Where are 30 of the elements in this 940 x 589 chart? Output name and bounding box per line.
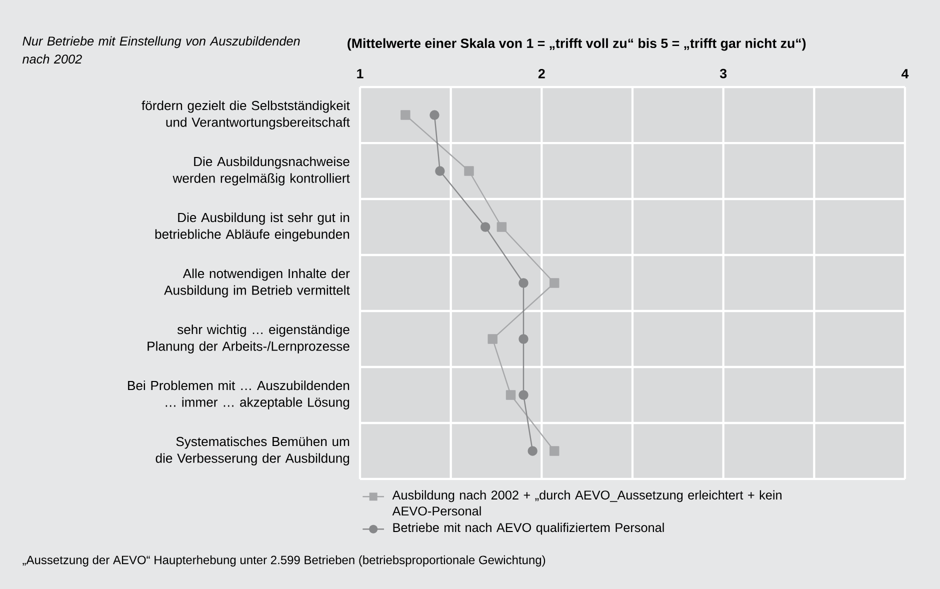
y-tick-label: Bei Problemen mit … Auszubildenden … immer … akzeptable Lösung <box>128 380 350 410</box>
point <box>488 334 498 344</box>
point <box>400 110 410 120</box>
y-tick-label: sehr wichtig … eigenständige Planung der Arbeits-/Lernprozesse <box>148 324 350 354</box>
text: Nur Betriebe mit Einstellung von Auszubildenden nach 2002 <box>22 36 300 64</box>
y-tick-label: Systematisches Bemühen um die Verbesserung der Ausbildung <box>156 436 350 466</box>
y-tick-label: Alle notwendigen Inhalte der Ausbildung im Betrieb vermittelt <box>164 268 350 298</box>
point <box>518 334 528 344</box>
point <box>496 222 507 232</box>
chart-title: (Mittelwerte einer Skala von 1 = „trifft voll zu“ bis 5 = „trifft gar nicht zu“) <box>348 38 806 51</box>
x-tick-label: 3 <box>720 68 727 78</box>
x-tick-label: 4 <box>901 69 909 78</box>
legend-label: Betriebe mit nach AEVO qualifiziertem Personal <box>393 522 664 535</box>
point <box>464 166 474 176</box>
point <box>480 222 490 232</box>
y-tick-label: fördern gezielt die Selbstständigkeit und Verantwortungsbereitschaft <box>142 100 350 130</box>
point <box>430 110 440 120</box>
point <box>550 446 560 456</box>
legend-label: Ausbildung nach 2002 + „durch AEVO_Aussetzung erleichtert + kein AEVO-Personal <box>392 490 782 516</box>
point <box>550 278 560 288</box>
y-tick-label: Die Ausbildung ist sehr gut in betriebliche Abläufe eingebunden <box>155 212 350 242</box>
point <box>518 390 528 400</box>
x-tick-label: 1 <box>357 69 364 78</box>
y-tick-label: Die Ausbildungsnachweise werden regelmäßig kontrolliert <box>172 156 350 186</box>
point <box>506 390 516 400</box>
text: „Aussetzung der AEVO“ Haupterhebung unter 2.599 Betrieben (betriebsproportionale Gewichtung) <box>22 555 546 567</box>
x-tick-label: 2 <box>538 68 545 78</box>
point <box>518 278 528 288</box>
point <box>435 166 445 176</box>
point <box>528 446 538 456</box>
